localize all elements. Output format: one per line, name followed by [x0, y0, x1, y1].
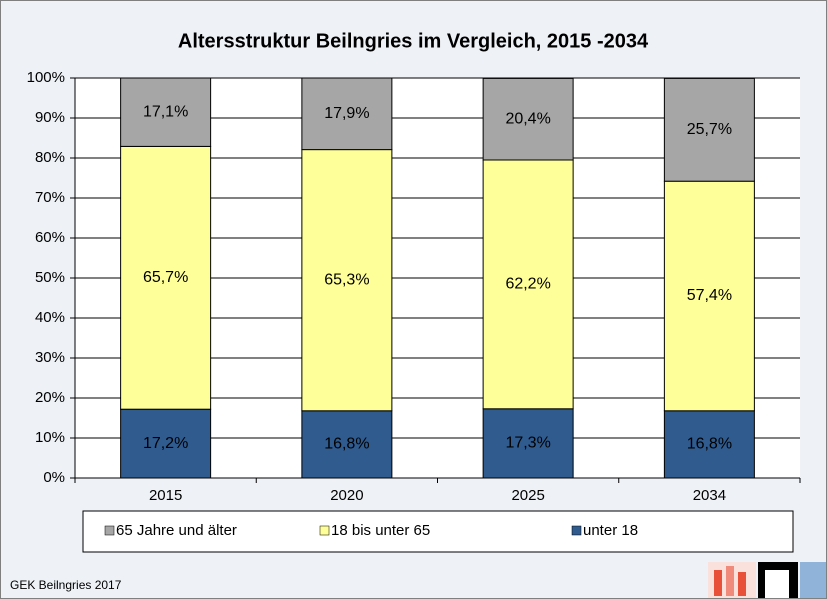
logo-part — [726, 566, 734, 596]
chart-title: Altersstruktur Beilngries im Vergleich, … — [178, 30, 649, 52]
data-label: 16,8% — [324, 436, 369, 453]
bar-segment — [120, 77, 212, 147]
legend-swatch — [571, 525, 582, 536]
logo-part — [765, 570, 789, 598]
data-label: 17,1% — [143, 103, 188, 120]
y-tick-label: 0% — [43, 469, 65, 486]
data-label: 62,2% — [505, 276, 550, 293]
y-tick-label: 20% — [35, 389, 65, 406]
y-tick-label: 80% — [35, 149, 65, 166]
y-tick-label: 70% — [35, 189, 65, 206]
y-tick-label: 100% — [27, 69, 65, 86]
y-tick-label: 90% — [35, 109, 65, 126]
footer: GEK Beilngries 2017 — [10, 578, 122, 592]
legend-swatch — [104, 525, 115, 536]
logo-part — [738, 572, 746, 596]
bar-segment — [120, 145, 212, 410]
logo-part — [800, 562, 826, 598]
data-label: 25,7% — [687, 121, 732, 138]
bar-segment — [482, 159, 574, 410]
x-tick-label: 2034 — [693, 487, 726, 504]
legend-label: unter 18 — [583, 522, 638, 539]
data-label: 65,7% — [143, 269, 188, 286]
legend-swatch — [319, 525, 330, 536]
bar-segment — [663, 410, 755, 479]
y-tick-label: 30% — [35, 349, 65, 366]
data-label: 16,8% — [687, 436, 732, 453]
logo — [708, 562, 826, 598]
data-label: 17,9% — [324, 105, 369, 122]
legend-label: 65 Jahre und älter — [116, 522, 237, 539]
bar-segment — [301, 77, 393, 151]
legend-box — [82, 510, 794, 553]
bar-segment — [301, 149, 393, 412]
bar-segment — [663, 77, 755, 182]
bar-segment — [301, 410, 393, 479]
y-tick-label: 10% — [35, 429, 65, 446]
x-tick-label: 2015 — [149, 487, 182, 504]
y-tick-label: 40% — [35, 309, 65, 326]
bar-segment — [482, 408, 574, 479]
x-tick-label: 2025 — [511, 487, 544, 504]
data-label: 65,3% — [324, 271, 369, 288]
data-label: 17,2% — [143, 435, 188, 452]
x-tick-label: 2020 — [330, 487, 363, 504]
y-tick-label: 50% — [35, 269, 65, 286]
data-label: 20,4% — [505, 110, 550, 127]
logo-part — [714, 570, 722, 596]
bar-segment — [482, 77, 574, 161]
legend-label: 18 bis unter 65 — [331, 522, 430, 539]
data-label: 17,3% — [505, 435, 550, 452]
data-label: 57,4% — [687, 287, 732, 304]
y-tick-label: 60% — [35, 229, 65, 246]
bar-segment — [663, 180, 755, 412]
